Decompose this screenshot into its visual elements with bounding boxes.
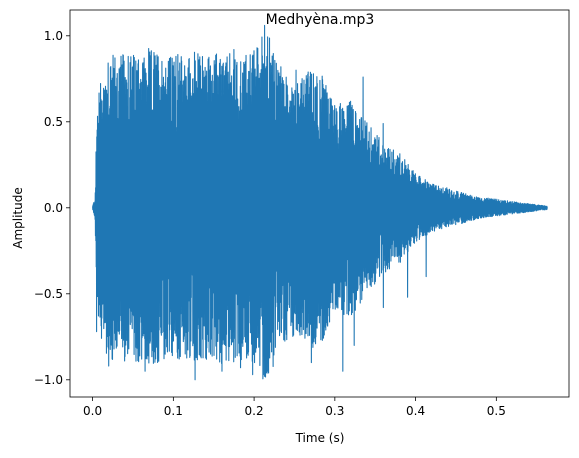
- x-tick-label: 0.2: [245, 404, 264, 418]
- y-tick-label: 0.0: [44, 201, 63, 215]
- plot-frame: [69, 9, 570, 398]
- y-axis-label: Amplitude: [11, 187, 25, 249]
- x-tick-label: 0.0: [83, 404, 102, 418]
- y-tick-label: −0.5: [34, 287, 63, 301]
- chart-title: Medhyèna.mp3: [266, 12, 375, 28]
- y-tick-label: 0.5: [44, 115, 63, 129]
- x-tick-label: 0.1: [164, 404, 183, 418]
- y-tick-label: −1.0: [34, 373, 63, 387]
- x-tick-label: 0.5: [487, 404, 506, 418]
- y-tick-label: 1.0: [44, 29, 63, 43]
- x-tick-label: 0.4: [406, 404, 425, 418]
- plot-area: [92, 24, 548, 381]
- x-axis: 0.0 0.1 0.2 0.3 0.4 0.5: [83, 397, 506, 418]
- x-axis-label: Time (s): [295, 431, 345, 445]
- x-tick-label: 0.3: [325, 404, 344, 418]
- waveform-line: [92, 24, 548, 381]
- y-axis: −1.0 −0.5 0.0 0.5 1.0: [34, 29, 70, 387]
